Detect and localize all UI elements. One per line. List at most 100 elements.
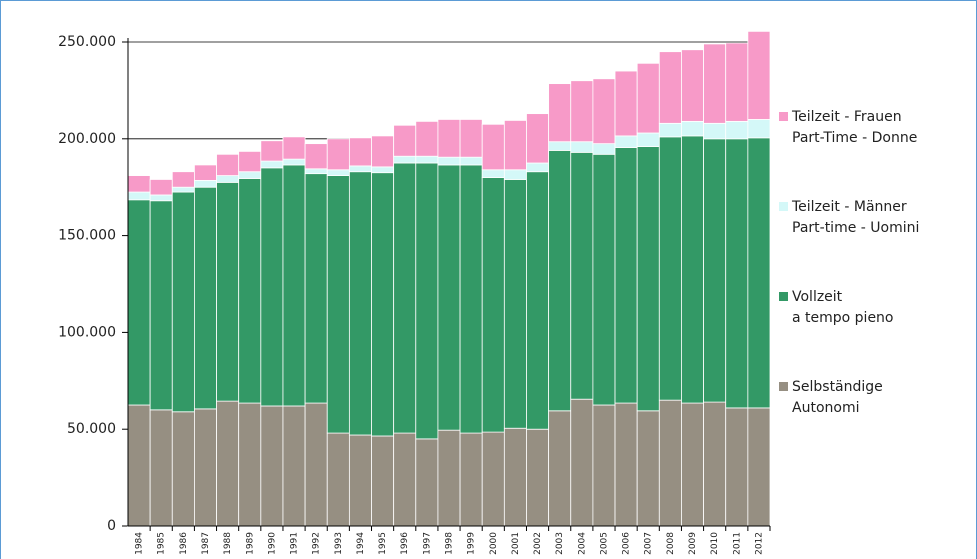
bar-segment: [548, 141, 572, 151]
x-tick-label: 1996: [400, 532, 410, 555]
bar-segment: [348, 171, 372, 436]
bar-segment: [725, 42, 749, 122]
bar-segment: [216, 400, 240, 527]
legend-swatch: [779, 112, 788, 121]
bar-segment: [415, 120, 439, 157]
bar-segment: [703, 401, 727, 527]
y-tick-label: 150.000: [58, 228, 116, 244]
bar-segment: [348, 434, 372, 527]
bar-segment: [459, 156, 483, 166]
bar-segment: [703, 43, 727, 124]
bar-segment: [437, 164, 461, 431]
bar-segment: [238, 178, 262, 404]
bar-segment: [127, 199, 151, 406]
bar-segment: [282, 164, 306, 407]
bar-segment: [415, 155, 439, 164]
x-tick-label: 2002: [533, 532, 543, 555]
bar-segment: [636, 410, 660, 527]
bar-segment: [260, 140, 284, 162]
bar-segment: [526, 113, 550, 164]
x-tick-label: 1990: [267, 532, 277, 555]
bar-segment: [747, 137, 771, 409]
bar-segment: [636, 132, 660, 147]
x-tick-label: 1988: [223, 532, 233, 555]
x-tick-label: 2005: [599, 532, 609, 555]
x-tick-label: 1999: [467, 532, 477, 555]
bar-segment: [747, 30, 771, 120]
bar-segment: [282, 136, 306, 160]
bar-segment: [326, 169, 350, 176]
bar-segment: [658, 51, 682, 124]
bar-segment: [503, 120, 527, 171]
y-tick-label: 200.000: [58, 131, 116, 147]
x-tick-label: 2012: [754, 532, 764, 555]
x-tick-label: 2008: [666, 532, 676, 555]
bar-segment: [238, 171, 262, 179]
legend-label: Teilzeit - Frauen: [791, 109, 902, 125]
y-tick-label: 50.000: [67, 421, 116, 437]
x-tick-label: 2010: [710, 532, 720, 555]
bar-segment: [149, 194, 173, 202]
bar-segment: [747, 119, 771, 139]
bar-segment: [149, 409, 173, 527]
bar-segment: [703, 138, 727, 403]
bar-segment: [194, 180, 217, 188]
x-tick-label: 1994: [356, 532, 366, 555]
bar-segment: [304, 173, 328, 404]
bar-segment: [481, 431, 505, 527]
bar-segment: [348, 165, 372, 173]
x-tick-label: 1987: [201, 532, 211, 555]
bar-segment: [614, 135, 638, 148]
bar-segment: [216, 175, 240, 183]
x-tick-label: 2004: [577, 532, 587, 555]
bar-segment: [171, 171, 195, 188]
bar-segment: [548, 410, 572, 527]
bar-segment: [592, 143, 616, 155]
x-tick-label: 1984: [135, 532, 145, 555]
bar-segment: [459, 119, 483, 158]
x-tick-label: 2001: [511, 532, 521, 555]
bar-segment: [171, 186, 195, 193]
bar-segment: [614, 402, 638, 527]
bar-segment: [326, 432, 350, 527]
bar-segment: [481, 169, 505, 178]
bar-segment: [681, 49, 704, 122]
bar-segment: [194, 408, 217, 527]
legend-label: Autonomi: [792, 400, 859, 416]
bar-segment: [703, 122, 727, 140]
x-tick-label: 1985: [157, 532, 167, 555]
bar-segment: [570, 141, 594, 153]
bar-segment: [481, 123, 505, 171]
bar-segment: [658, 136, 682, 401]
bar-segment: [415, 438, 439, 527]
bar-segment: [526, 428, 550, 527]
bar-segment: [592, 78, 616, 145]
bar-segment: [393, 432, 417, 527]
bar-segment: [681, 120, 704, 137]
bar-segment: [437, 429, 461, 527]
legend-swatch: [779, 292, 788, 301]
bar-segment: [238, 150, 262, 173]
bar-segment: [526, 171, 550, 430]
bar-segment: [725, 138, 749, 409]
bar-segment: [127, 404, 151, 527]
bar-segment: [658, 399, 682, 527]
bar-segment: [747, 407, 771, 527]
bar-segment: [393, 155, 417, 164]
bar-segment: [171, 191, 195, 413]
x-tick-label: 2009: [688, 532, 698, 555]
bar-segment: [681, 135, 704, 404]
bar-segment: [503, 427, 527, 527]
bar-segment: [459, 164, 483, 434]
legend-label: Vollzeit: [792, 289, 843, 305]
x-tick-label: 1998: [445, 532, 455, 555]
legend-swatch: [779, 202, 788, 211]
bar-segment: [282, 405, 306, 527]
bar-segment: [149, 179, 173, 196]
bar-segment: [503, 179, 527, 429]
bar-segment: [526, 162, 550, 173]
bar-segment: [371, 172, 395, 437]
bar-segment: [326, 138, 350, 171]
bar-segment: [592, 153, 616, 406]
